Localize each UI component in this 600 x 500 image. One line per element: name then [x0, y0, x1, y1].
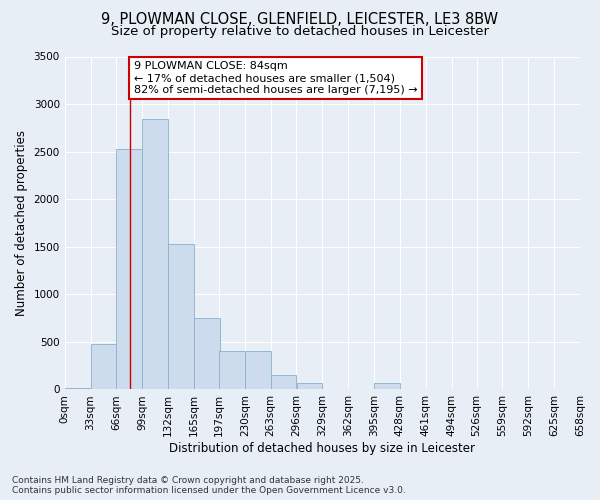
Bar — [374, 383, 400, 390]
Bar — [219, 352, 245, 390]
Text: 9 PLOWMAN CLOSE: 84sqm
← 17% of detached houses are smaller (1,504)
82% of semi-: 9 PLOWMAN CLOSE: 84sqm ← 17% of detached… — [134, 62, 417, 94]
Bar — [91, 344, 116, 390]
Bar — [296, 383, 322, 390]
Y-axis label: Number of detached properties: Number of detached properties — [15, 130, 28, 316]
Bar — [245, 352, 271, 390]
Text: Size of property relative to detached houses in Leicester: Size of property relative to detached ho… — [111, 25, 489, 38]
Bar — [142, 120, 168, 390]
Text: 9, PLOWMAN CLOSE, GLENFIELD, LEICESTER, LE3 8BW: 9, PLOWMAN CLOSE, GLENFIELD, LEICESTER, … — [101, 12, 499, 28]
X-axis label: Distribution of detached houses by size in Leicester: Distribution of detached houses by size … — [169, 442, 475, 455]
Text: Contains HM Land Registry data © Crown copyright and database right 2025.
Contai: Contains HM Land Registry data © Crown c… — [12, 476, 406, 495]
Bar — [116, 149, 142, 390]
Bar — [194, 318, 220, 390]
Bar — [65, 388, 91, 390]
Bar — [168, 244, 194, 390]
Bar — [271, 375, 296, 390]
